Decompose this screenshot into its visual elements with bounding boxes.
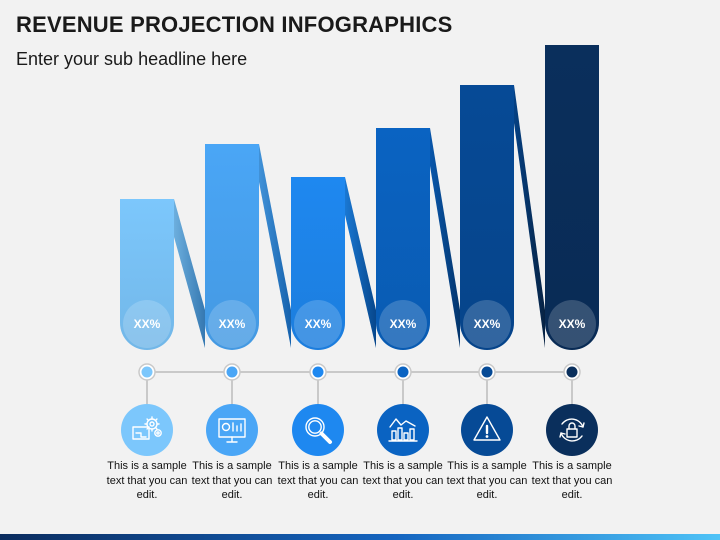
timeline-dot: [141, 366, 153, 378]
projection-bar: [460, 85, 514, 350]
percent-label: XX%: [559, 317, 586, 331]
page-subtitle: Enter your sub headline here: [16, 49, 248, 69]
percent-label: XX%: [305, 317, 332, 331]
percent-label: XX%: [219, 317, 246, 331]
timeline-dot: [226, 366, 238, 378]
connector-ribbon: [345, 177, 376, 348]
timeline-dot: [312, 366, 324, 378]
percent-circle: [208, 300, 256, 348]
percent-label: XX%: [134, 317, 161, 331]
step-description: This is a sample text that you can edit.: [106, 460, 188, 501]
projection-bar: [545, 45, 599, 350]
timeline-dot: [397, 366, 409, 378]
magnifier-icon: [292, 404, 344, 456]
percent-label: XX%: [390, 317, 417, 331]
timeline-dot: [566, 366, 578, 378]
percent-circle: [294, 300, 342, 348]
connector-ribbon: [259, 144, 291, 348]
percent-label: XX%: [474, 317, 501, 331]
connector-ribbon: [514, 85, 545, 348]
chart-trend-icon: [377, 404, 429, 456]
warning-icon: [461, 404, 513, 456]
gears-blueprint-icon: [121, 404, 173, 456]
percent-circle: [379, 300, 427, 348]
bottom-accent-bar: [0, 534, 720, 540]
projection-bar: [120, 199, 174, 350]
percent-circle: [123, 300, 171, 348]
page-title: REVENUE PROJECTION INFOGRAPHICS: [16, 12, 453, 37]
projection-bar: [376, 128, 430, 350]
step-description: This is a sample text that you can edit.: [191, 460, 273, 501]
connector-ribbon: [174, 199, 205, 348]
lock-refresh-icon: [546, 404, 598, 456]
step-description: This is a sample text that you can edit.: [531, 460, 613, 501]
monitor-settings-icon: [206, 404, 258, 456]
projection-bar: [291, 177, 345, 350]
step-description: This is a sample text that you can edit.: [446, 460, 528, 501]
connector-ribbon: [430, 128, 460, 348]
percent-circle: [463, 300, 511, 348]
projection-bar: [205, 144, 259, 350]
percent-circle: [548, 300, 596, 348]
timeline-dot: [481, 366, 493, 378]
step-description: This is a sample text that you can edit.: [362, 460, 444, 501]
step-description: This is a sample text that you can edit.: [277, 460, 359, 501]
